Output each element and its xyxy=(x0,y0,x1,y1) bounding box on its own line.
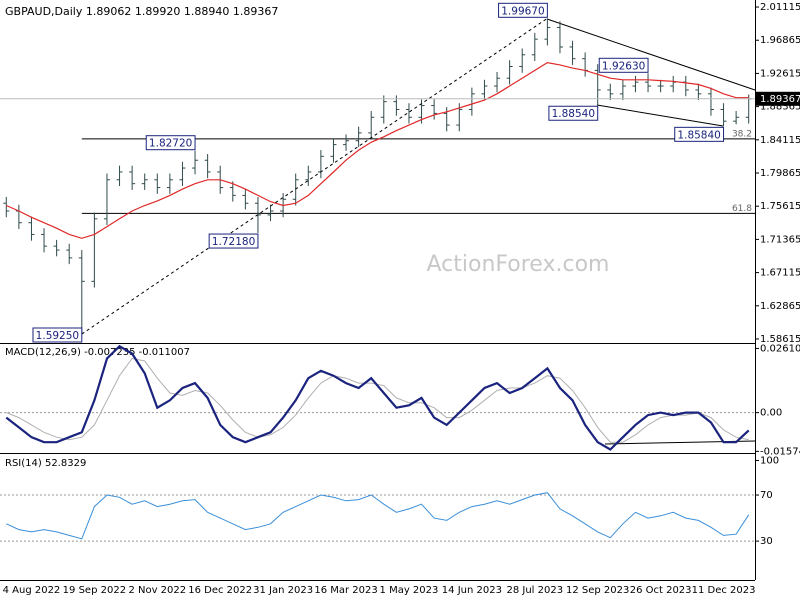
y-tick-label: 0.026104 xyxy=(760,343,800,354)
price-label-box xyxy=(145,135,196,151)
x-tick-label: 2 Nov 2022 xyxy=(128,585,186,596)
price-label: 1.99670 xyxy=(501,5,544,17)
chart-title: GBPAUD,Daily 1.89062 1.89920 1.88940 1.8… xyxy=(5,5,278,18)
price-label: 1.59250 xyxy=(36,330,79,342)
fib-label: 38.2 xyxy=(732,129,752,139)
rsi-label: RSI(14) 52.8329 xyxy=(5,458,86,469)
y-tick-label: 0.00 xyxy=(760,408,782,419)
price-label: 1.88540 xyxy=(552,108,595,120)
y-tick-label: 30 xyxy=(760,536,773,547)
y-tick-label: 1.71365 xyxy=(760,234,800,245)
moving-average xyxy=(6,61,749,239)
y-tick-label: 100 xyxy=(760,455,779,466)
x-tick-label: 14 Jun 2023 xyxy=(442,585,502,596)
price-label-box xyxy=(598,57,649,73)
price-label: 1.82720 xyxy=(149,138,192,150)
price-label-box xyxy=(32,327,83,343)
x-tick-label: 26 Oct 2023 xyxy=(630,585,692,596)
indicator-line xyxy=(6,492,750,540)
price-label-box xyxy=(548,105,599,121)
trend-line xyxy=(596,104,724,127)
price-tag xyxy=(756,91,800,106)
price-label-box xyxy=(674,126,725,142)
y-tick-label: 1.62865 xyxy=(760,301,800,312)
y-tick-label: -0.015744 xyxy=(760,446,800,457)
y-tick-label: 1.58615 xyxy=(760,334,800,345)
indicator-line xyxy=(5,344,750,451)
fib-label: 61.8 xyxy=(732,204,752,214)
y-tick-label: 2.01115 xyxy=(760,2,800,13)
price-label: 1.92630 xyxy=(602,60,645,72)
price-label-box xyxy=(498,2,548,18)
trend-line xyxy=(546,18,756,91)
y-tick-label: 1.79865 xyxy=(760,168,800,179)
watermark: ActionForex.com xyxy=(427,252,610,277)
y-tick-label: 70 xyxy=(760,490,773,501)
x-tick-label: 31 Jan 2023 xyxy=(253,585,313,596)
macd-label: MACD(12,26,9) -0.007235 -0.011007 xyxy=(5,347,190,358)
price-label-box xyxy=(208,233,259,249)
y-tick-label: 1.92615 xyxy=(760,68,800,79)
x-tick-label: 1 May 2023 xyxy=(380,585,439,596)
x-tick-label: 16 Dec 2022 xyxy=(188,585,252,596)
price-label: 1.72180 xyxy=(212,236,255,248)
y-tick-label: 1.84115 xyxy=(760,135,800,146)
x-tick-label: 28 Jul 2023 xyxy=(506,585,563,596)
x-tick-label: 12 Sep 2023 xyxy=(566,585,629,596)
trend-line xyxy=(81,17,548,335)
price-label: 1.85840 xyxy=(677,129,720,141)
y-tick-label: 1.88365 xyxy=(760,102,800,113)
price-tag-label: 1.89367 xyxy=(760,94,800,105)
x-tick-label: 19 Sep 2022 xyxy=(63,585,126,596)
x-tick-label: 16 Mar 2023 xyxy=(314,585,377,596)
y-tick-label: 1.75615 xyxy=(760,201,800,212)
y-tick-label: 1.96865 xyxy=(760,35,800,46)
y-tick-label: 1.67115 xyxy=(760,268,800,279)
x-tick-label: 4 Aug 2022 xyxy=(3,585,61,596)
x-tick-label: 11 Dec 2023 xyxy=(692,585,756,596)
